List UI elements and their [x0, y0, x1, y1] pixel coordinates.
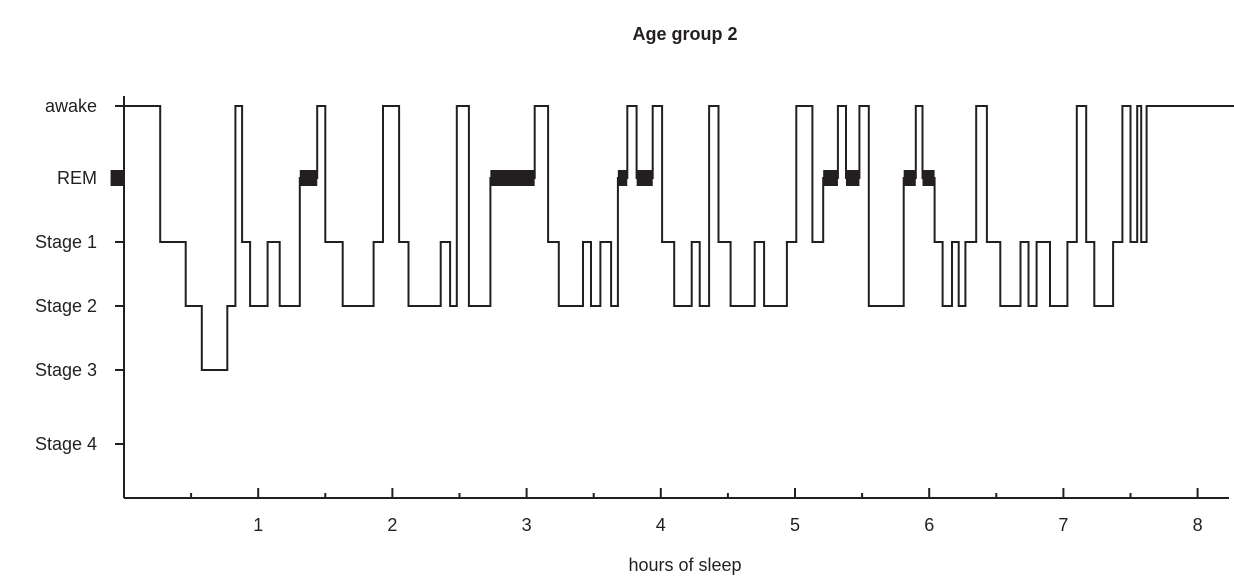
x-tick-label: 4 [656, 515, 666, 535]
chart-title: Age group 2 [632, 24, 737, 44]
y-tick-label: Stage 3 [35, 360, 97, 380]
x-axis-label: hours of sleep [628, 555, 741, 575]
rem-period-bar [110, 170, 124, 186]
x-tick-label: 7 [1058, 515, 1068, 535]
y-tick-label: Stage 1 [35, 232, 97, 252]
y-axis: awake REM Stage 1 Stage 2 Stage 3 Stage 4 [35, 96, 125, 498]
x-tick-label: 2 [387, 515, 397, 535]
y-tick-label: Stage 2 [35, 296, 97, 316]
sleep-stage-line [124, 105, 1234, 371]
y-tick-label: REM [57, 168, 97, 188]
x-tick-label: 6 [924, 515, 934, 535]
x-tick-label: 1 [253, 515, 263, 535]
plot-area [110, 105, 1234, 371]
x-axis: 1 2 3 4 5 6 7 8 [124, 488, 1229, 535]
y-tick-label: Stage 4 [35, 434, 97, 454]
x-tick-label: 8 [1193, 515, 1203, 535]
y-tick-label: awake [45, 96, 97, 116]
x-tick-label: 5 [790, 515, 800, 535]
x-tick-label: 3 [522, 515, 532, 535]
